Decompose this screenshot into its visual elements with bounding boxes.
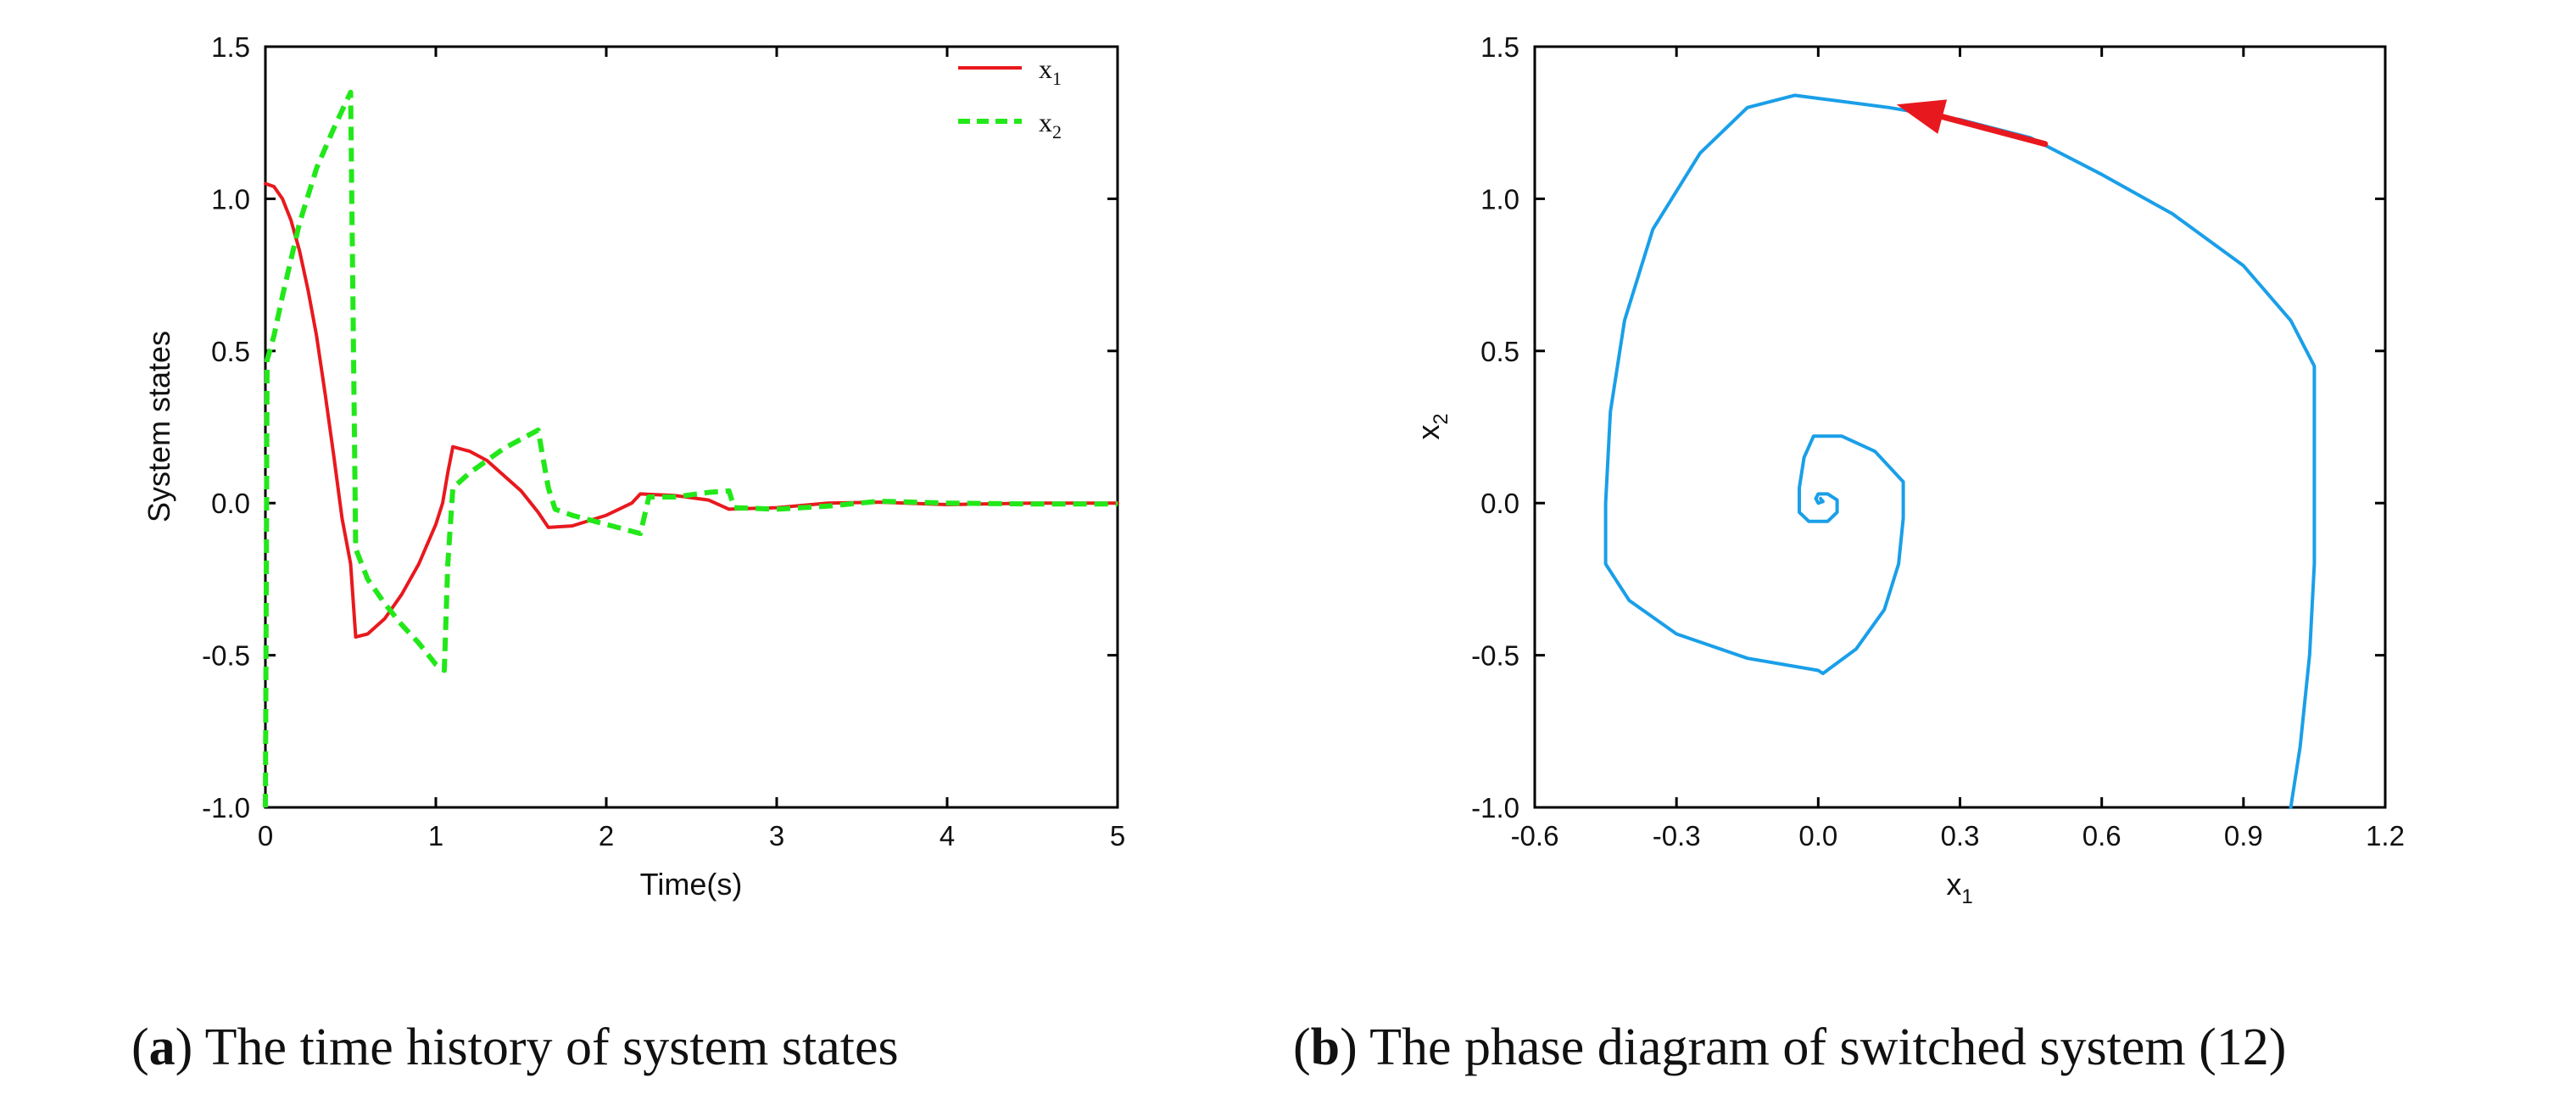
- caption-b-letter: b: [1310, 1019, 1341, 1076]
- panel-a-ytick-label: 0.5: [211, 336, 250, 367]
- panel-b-ticks: -0.6 -0.3 0.0 0.3 0.6 0.9 1.2 -1.0 -0.5 0.0 0.5 1.0…: [1471, 31, 2405, 851]
- panel-b-ytick-label: -1.0: [1471, 792, 1519, 823]
- panel-b-phase-diagram: -0.6 -0.3 0.0 0.3 0.6 0.9 1.2 -1.0 -0.5 0.0 0.5 1.0…: [1411, 31, 2405, 908]
- panel-b-ylabel: x2: [1411, 413, 1452, 439]
- panel-b-xtick-label: 0.6: [2083, 820, 2122, 851]
- panel-b-series: [1603, 93, 2317, 809]
- panel-a-xlabel: Time(s): [640, 867, 743, 902]
- panel-a-ylabel: System states: [142, 331, 176, 522]
- panel-a-time-history: 0 1 2 3 4 5 -1.0 -0.5 0.0 0.5 1.0 1.5 x1 x2 Time(s)…: [142, 31, 1125, 902]
- panel-b-xtick-label: 1.2: [2366, 820, 2405, 851]
- panel-b-xtick-label: 0.3: [1941, 820, 1980, 851]
- panel-b-ytick-label: 0.5: [1480, 336, 1519, 367]
- legend-x1-label: x1: [1039, 53, 1062, 89]
- panel-a-ytick-label: 1.0: [211, 183, 250, 215]
- panel-b-xlabel: x1: [1946, 867, 1972, 908]
- panel-a-legend: x1 x2: [958, 53, 1062, 142]
- panel-a-xtick-label: 5: [1110, 820, 1125, 851]
- panel-b-xtick-label: -0.3: [1653, 820, 1701, 851]
- panel-a-series-x1: [264, 181, 1119, 639]
- panel-a-xtick-label: 1: [428, 820, 443, 851]
- panel-a-xtick-label: 4: [940, 820, 955, 851]
- panel-b-xtick-label: 0.0: [1798, 820, 1837, 851]
- panel-a-xtick-label: 3: [769, 820, 784, 851]
- caption-a-text: ) The time history of system states: [175, 1019, 899, 1076]
- panel-b-ytick-label: 1.5: [1480, 31, 1519, 63]
- panel-b-ytick-label: -0.5: [1471, 640, 1519, 672]
- panel-a-ytick-label: -1.0: [202, 792, 250, 823]
- caption-a: (a) The time history of system states: [131, 1019, 899, 1076]
- legend-x2-label: x2: [1039, 107, 1062, 142]
- panel-b-ytick-label: 0.0: [1480, 488, 1519, 519]
- panel-a-ticks: 0 1 2 3 4 5 -1.0 -0.5 0.0 0.5 1.0 1.5: [202, 31, 1125, 851]
- panel-b-xtick-label: 0.9: [2224, 820, 2263, 851]
- panel-a-series-x2: [263, 89, 1118, 808]
- panel-a-ytick-label: -0.5: [202, 640, 250, 672]
- panel-b-xtick-label: -0.6: [1511, 820, 1559, 851]
- panel-a-xtick-label: 0: [258, 820, 273, 851]
- panel-b-ytick-label: 1.0: [1480, 183, 1519, 215]
- panel-a-xtick-label: 2: [599, 820, 614, 851]
- panel-a-ytick-label: 1.5: [211, 31, 250, 63]
- panel-a-ytick-label: 0.0: [211, 488, 250, 519]
- panel-b-series-trajectory: [1603, 93, 2317, 809]
- panel-a-plot-frame: [264, 45, 1119, 809]
- caption-b: (b) The phase diagram of switched system…: [1293, 1019, 2287, 1076]
- panel-b-series-direction-arrow: [1896, 99, 2049, 148]
- caption-b-text: ) The phase diagram of switched system (…: [1340, 1019, 2287, 1076]
- caption-a-letter: a: [148, 1019, 176, 1076]
- panel-a-series: [263, 89, 1119, 808]
- panel-b-plot-frame: [1533, 45, 2387, 809]
